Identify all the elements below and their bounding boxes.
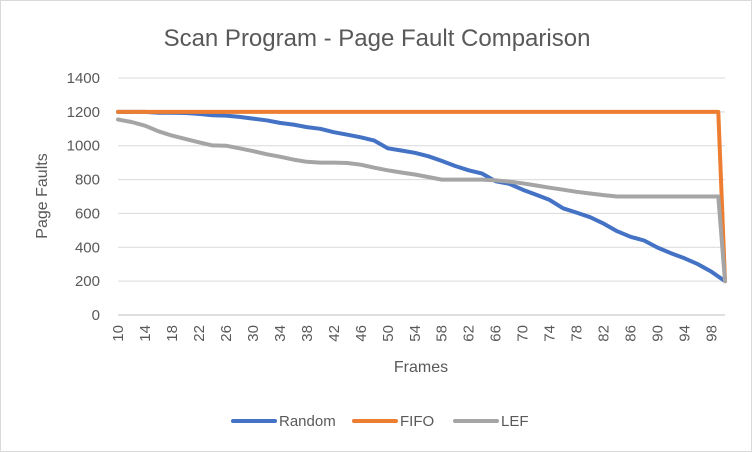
y-tick-label: 1000 [67,138,100,155]
series-line-fifo [116,109,727,284]
y-tick-label: 1400 [67,70,100,87]
x-tick-label: 26 [218,325,235,342]
x-tick-label: 58 [434,325,451,342]
x-axis-title: Frames [394,359,448,376]
chart-title: Scan Program - Page Fault Comparison [164,25,591,52]
x-tick-label: 70 [515,325,532,342]
y-tick-label: 600 [75,205,100,222]
x-tick-label: 46 [353,325,370,342]
x-tick-label: 86 [623,325,640,342]
x-tick-label: 14 [137,325,154,342]
x-tick-label: 62 [461,325,478,342]
x-tick-label: 94 [677,325,694,342]
x-axis-ticks: 10 14 18 22 26 30 34 38 42 46 50 54 58 62 66 70 74 78 82 86… [110,325,721,342]
legend-label-random: Random [279,413,336,430]
x-tick-label: 22 [191,325,208,342]
x-tick-label: 50 [380,325,397,342]
x-tick-label: 34 [272,325,289,342]
x-tick-label: 30 [245,325,262,342]
x-tick-label: 66 [488,325,505,342]
series-line-random [116,109,727,284]
x-tick-label: 90 [650,325,667,342]
y-tick-label: 200 [75,273,100,290]
x-tick-label: 54 [407,325,424,342]
x-tick-label: 74 [542,325,559,342]
legend-label-lef: LEF [501,413,529,430]
series-lines [116,109,727,284]
y-axis-title: Page Faults [34,153,51,238]
x-tick-label: 18 [164,325,181,342]
y-tick-label: 1200 [67,104,100,121]
legend-label-fifo: FIFO [400,413,434,430]
y-tick-label: 400 [75,239,100,256]
y-axis-ticks: 0 200 400 600 800 1000 1200 1400 [67,70,100,324]
x-tick-label: 10 [110,325,127,342]
y-tick-label: 0 [92,307,100,324]
x-tick-label: 82 [596,325,613,342]
y-tick-label: 800 [75,172,100,189]
x-tick-label: 78 [569,325,586,342]
series-line-lef [116,117,727,284]
x-tick-label: 42 [326,325,343,342]
legend: Random FIFO LEF [231,413,529,430]
x-tick-label: 98 [704,325,721,342]
x-tick-label: 38 [299,325,316,342]
